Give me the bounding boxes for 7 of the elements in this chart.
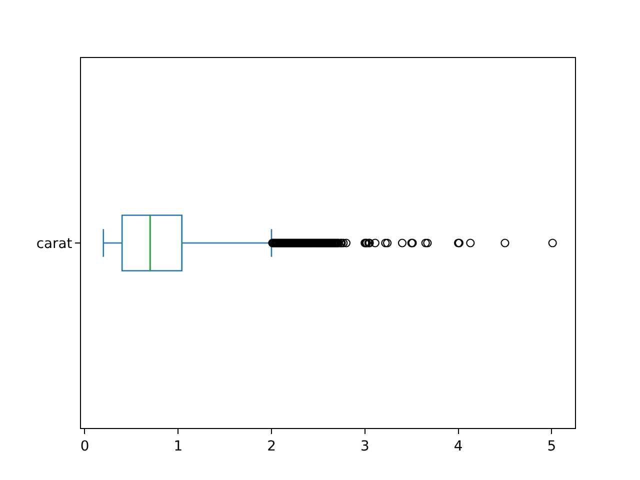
x-tick-label: 3 bbox=[360, 438, 370, 455]
y-tick-label: carat bbox=[36, 236, 73, 252]
x-tick-label: 5 bbox=[547, 438, 556, 455]
x-tick-label: 2 bbox=[267, 438, 276, 455]
x-tick-label: 4 bbox=[454, 438, 463, 455]
x-tick-label: 1 bbox=[174, 438, 183, 455]
x-tick-label: 0 bbox=[80, 438, 90, 455]
